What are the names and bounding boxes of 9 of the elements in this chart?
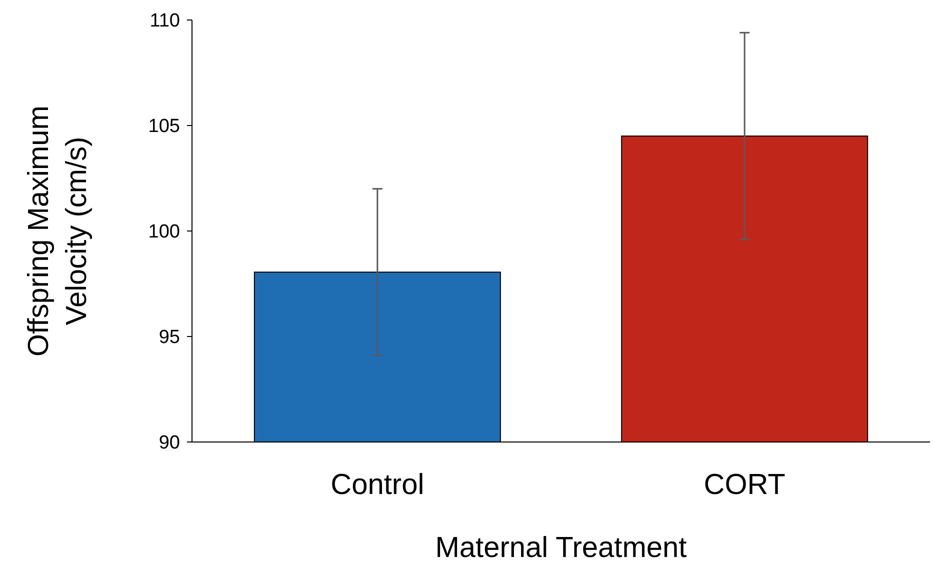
- x-tick-label: Control: [330, 469, 424, 501]
- x-tick-label: CORT: [704, 469, 786, 501]
- y-tick-label: 105: [148, 116, 180, 138]
- x-axis-title: Maternal Treatment: [435, 532, 687, 564]
- y-tick-label: 110: [150, 10, 180, 32]
- y-tick-label: 95: [158, 327, 180, 348]
- y-axis-title: Offspring Maximum Velocity (cm/s): [23, 106, 93, 356]
- y-tick-label: 100: [148, 222, 180, 243]
- y-tick-label: 90: [158, 432, 180, 454]
